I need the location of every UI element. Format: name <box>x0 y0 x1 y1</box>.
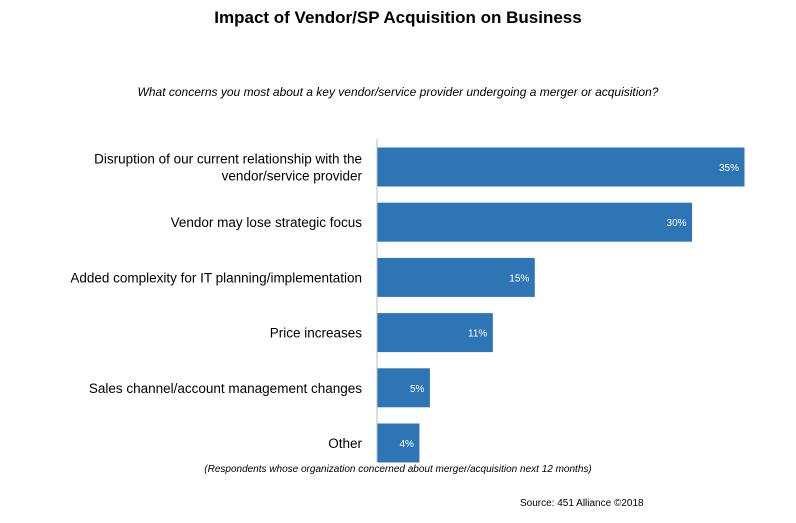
bar-value-label-5: 4% <box>399 439 414 450</box>
chart-subtitle: What concerns you most about a key vendo… <box>137 85 659 99</box>
source-note: Source: 451 Alliance ©2018 <box>520 498 644 509</box>
bar-value-label-1: 30% <box>667 218 687 229</box>
bar-value-label-2: 15% <box>509 273 529 284</box>
bar-value-label-4: 5% <box>410 384 425 395</box>
bar-0 <box>377 147 745 187</box>
bar-1 <box>377 202 693 242</box>
bar-2 <box>377 257 535 297</box>
bar-value-label-0: 35% <box>719 163 739 174</box>
category-label-2: Added complexity for IT planning/impleme… <box>70 270 362 285</box>
respondent-footnote: (Respondents whose organization concerne… <box>204 464 592 475</box>
bar-3 <box>377 313 493 353</box>
category-label-3: Price increases <box>270 326 363 341</box>
category-label-5: Other <box>328 436 362 451</box>
chart-title: Impact of Vendor/SP Acquisition on Busin… <box>214 8 582 27</box>
category-label-1: Vendor may lose strategic focus <box>171 215 363 230</box>
bar-4 <box>377 368 430 408</box>
category-label-4: Sales channel/account management changes <box>89 381 362 396</box>
category-label-0: Disruption of our current relationship w… <box>94 152 362 184</box>
bar-value-label-3: 11% <box>468 329 487 340</box>
bar-5 <box>377 423 420 463</box>
